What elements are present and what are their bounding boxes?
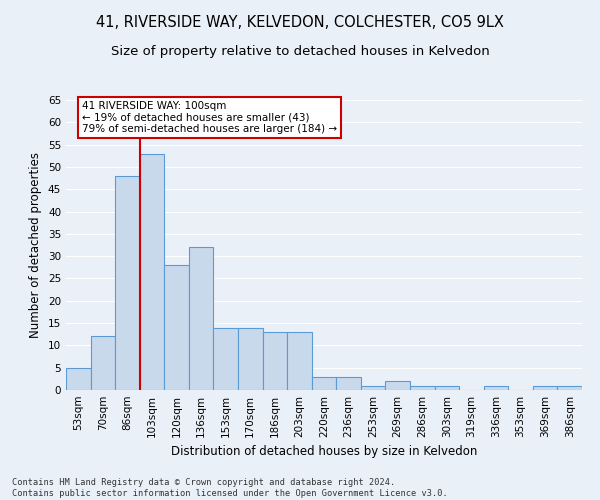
Y-axis label: Number of detached properties: Number of detached properties xyxy=(29,152,43,338)
Bar xyxy=(287,332,312,390)
Bar xyxy=(164,265,189,390)
Text: 41, RIVERSIDE WAY, KELVEDON, COLCHESTER, CO5 9LX: 41, RIVERSIDE WAY, KELVEDON, COLCHESTER,… xyxy=(96,15,504,30)
Bar xyxy=(533,386,557,390)
Text: Contains HM Land Registry data © Crown copyright and database right 2024.
Contai: Contains HM Land Registry data © Crown c… xyxy=(12,478,448,498)
Text: 41 RIVERSIDE WAY: 100sqm
← 19% of detached houses are smaller (43)
79% of semi-d: 41 RIVERSIDE WAY: 100sqm ← 19% of detach… xyxy=(82,101,337,134)
Bar xyxy=(66,368,91,390)
Bar xyxy=(361,386,385,390)
Bar xyxy=(214,328,238,390)
Bar xyxy=(140,154,164,390)
Bar xyxy=(263,332,287,390)
Bar xyxy=(336,376,361,390)
Bar xyxy=(115,176,140,390)
Bar xyxy=(91,336,115,390)
Bar xyxy=(434,386,459,390)
Bar xyxy=(557,386,582,390)
Bar xyxy=(484,386,508,390)
Bar xyxy=(189,247,214,390)
Bar xyxy=(385,381,410,390)
Bar xyxy=(410,386,434,390)
X-axis label: Distribution of detached houses by size in Kelvedon: Distribution of detached houses by size … xyxy=(171,446,477,458)
Bar xyxy=(238,328,263,390)
Text: Size of property relative to detached houses in Kelvedon: Size of property relative to detached ho… xyxy=(110,45,490,58)
Bar xyxy=(312,376,336,390)
